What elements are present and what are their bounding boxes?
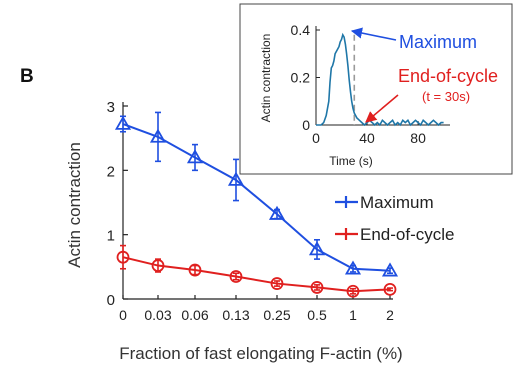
inset-y-tick-label: 0.4 (291, 22, 311, 38)
data-point-end-of-cycle (188, 263, 202, 277)
end-of-cycle-arrow (365, 94, 399, 123)
inset-y-tick-label: 0 (302, 117, 310, 133)
inset-frame (239, 3, 513, 175)
main-y-tick-label: 0 (107, 292, 115, 309)
data-point-maximum (381, 262, 399, 277)
main-x-tick-label: 1 (349, 307, 357, 323)
legend: Maximum End-of-cycle (335, 193, 454, 244)
main-y-tick-label: 1 (107, 228, 115, 245)
main-x-tick-label: 2 (386, 307, 394, 323)
data-point-end-of-cycle (229, 270, 243, 283)
data-point-end-of-cycle (116, 250, 130, 264)
inset-x-tick-label: 0 (312, 130, 320, 146)
legend-item-end-of-cycle: End-of-cycle (335, 225, 454, 244)
inset-annotation-maximum: Maximum (399, 32, 477, 52)
main-x-tick-label: 0.5 (307, 307, 327, 323)
inset-x-axis-label: Time (s) (329, 154, 373, 168)
main-y-tick-label: 2 (107, 163, 115, 180)
main-x-tick-label: 0 (119, 307, 127, 323)
main-x-tick-label: 0.03 (144, 307, 171, 323)
series-maximum (114, 111, 399, 277)
inset-y-tick-label: 0.2 (291, 70, 311, 86)
data-point-maximum (344, 260, 362, 275)
main-ticks: 0 1 2 3 0 0.03 0.06 0.13 0.25 0.5 1 2 (107, 99, 394, 323)
panel-label: B (20, 66, 34, 87)
main-y-tick-label: 3 (107, 99, 115, 116)
main-y-axis-label: Actin contraction (65, 142, 84, 268)
data-point-maximum (186, 149, 204, 164)
legend-label-maximum: Maximum (360, 193, 434, 212)
data-point-end-of-cycle (346, 284, 360, 298)
legend-item-maximum: Maximum (335, 193, 434, 212)
maximum-arrow (350, 27, 397, 41)
main-x-tick-label: 0.06 (181, 307, 208, 323)
main-chart: 0 1 2 3 0 0.03 0.06 0.13 0.25 0.5 1 2 Fraction of f… (65, 99, 454, 363)
data-point-end-of-cycle (310, 281, 324, 294)
inset-x-tick-label: 80 (410, 130, 426, 146)
inset-chart: 00.20.40 40 80 Time (s) Actin contraction … (239, 3, 513, 175)
data-point-maximum (268, 205, 286, 220)
main-x-tick-label: 0.13 (222, 307, 249, 323)
data-point-end-of-cycle (151, 259, 165, 272)
series-end-of-cycle (116, 244, 397, 298)
data-point-maximum (227, 171, 245, 186)
data-point-maximum (308, 241, 326, 256)
data-point-end-of-cycle (383, 282, 397, 296)
data-point-maximum (149, 128, 167, 143)
main-x-tick-label: 0.25 (263, 307, 290, 323)
inset-y-axis-label: Actin contraction (259, 34, 273, 123)
data-point-maximum (114, 115, 132, 130)
inset-ticks: 0 0.2 0.4 0 40 80 (291, 22, 427, 146)
legend-label-end-of-cycle: End-of-cycle (360, 225, 454, 244)
main-series (114, 111, 399, 298)
inset-x-tick-label: 40 (359, 130, 375, 146)
inset-annotation-end-of-cycle-time: (t = 30s) (422, 89, 470, 104)
data-point-end-of-cycle (270, 277, 284, 290)
inset-annotation-end-of-cycle: End-of-cycle (398, 66, 498, 86)
main-x-axis-label: Fraction of fast elongating F-actin (%) (119, 344, 402, 363)
